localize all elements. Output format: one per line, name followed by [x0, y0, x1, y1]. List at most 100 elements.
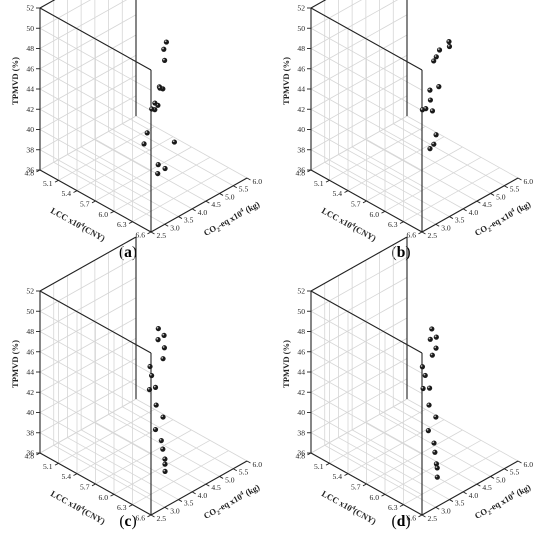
grid-line — [94, 138, 207, 202]
grid-line — [39, 14, 137, 70]
y-tick — [246, 460, 251, 464]
data-point — [155, 162, 161, 168]
y-tick — [233, 468, 238, 472]
grid-line — [403, 167, 500, 223]
y-tick — [246, 177, 251, 181]
grid-line — [347, 136, 445, 192]
y-tick — [462, 208, 467, 212]
x-tick-label: 4.8 — [296, 452, 306, 461]
data-point-highlight — [161, 356, 164, 359]
y-axis-title-mid: -eq x10 — [216, 492, 244, 514]
grid-line — [39, 371, 152, 435]
y-tick — [517, 460, 522, 464]
data-point-highlight — [156, 326, 159, 329]
data-point — [160, 446, 166, 452]
y-axis-title-main: CO — [202, 506, 218, 521]
data-point — [431, 141, 437, 147]
box-edge — [310, 7, 423, 71]
y-tick — [476, 483, 481, 487]
data-point — [427, 97, 434, 103]
x-tick — [73, 190, 78, 193]
data-point-highlight — [428, 88, 431, 91]
data-point-marker — [162, 456, 168, 462]
data-point-marker — [144, 130, 150, 136]
y-tick — [490, 476, 495, 479]
data-point — [426, 402, 432, 408]
grid-line — [39, 54, 137, 110]
data-point-marker — [162, 461, 168, 467]
data-point-highlight — [172, 140, 175, 143]
panel-label: (a) — [119, 244, 137, 261]
data-point-highlight — [164, 40, 167, 43]
data-point-highlight — [428, 146, 431, 149]
data-point-marker — [155, 170, 161, 177]
z-tick-label: 48 — [297, 44, 305, 53]
y-tick-label: 2.5 — [428, 514, 438, 523]
data-point — [433, 414, 439, 420]
grid-line — [39, 391, 152, 455]
box-edge — [39, 236, 137, 292]
data-point-marker — [147, 363, 153, 370]
data-point-highlight — [148, 364, 151, 367]
z-tick-label: 36 — [297, 449, 305, 458]
data-point — [420, 385, 426, 392]
data-point-highlight — [434, 55, 437, 57]
x-tick-label: 4.8 — [296, 169, 306, 178]
grid-line — [310, 88, 423, 152]
panel-label: (d) — [392, 513, 411, 530]
data-point-marker — [160, 356, 166, 362]
y-axis-title-unit: (kg) — [242, 482, 262, 499]
grid-line — [393, 123, 505, 187]
y-axis-title-sub: 2 — [216, 510, 222, 517]
data-point — [160, 356, 166, 362]
data-point-marker — [446, 43, 453, 50]
y-tick-label: 4.0 — [198, 491, 208, 500]
data-point — [161, 345, 168, 351]
grid-line — [95, 429, 192, 485]
data-point-highlight — [428, 337, 431, 340]
data-point — [158, 437, 164, 444]
data-point-highlight — [156, 337, 159, 340]
data-point-highlight — [142, 142, 145, 144]
y-tick-label: 6.0 — [524, 177, 534, 186]
z-tick-label: 52 — [26, 4, 34, 13]
data-point — [434, 474, 440, 480]
grid-line — [39, 129, 152, 192]
data-point-highlight — [435, 475, 438, 478]
data-point — [425, 428, 431, 434]
x-tick — [147, 514, 152, 518]
grid-line — [39, 277, 137, 332]
grid-line — [351, 429, 464, 493]
grid-line — [39, 48, 152, 111]
y-tick — [233, 185, 238, 189]
x-tick — [54, 179, 59, 183]
x-tick — [91, 200, 96, 204]
x-tick — [128, 504, 133, 507]
y-axis-title-exp: 4 — [239, 208, 245, 215]
data-point-highlight — [427, 386, 430, 389]
grid-line — [39, 34, 137, 90]
z-tick-label: 40 — [26, 125, 34, 134]
grid-line — [135, 398, 248, 462]
x-tick-label: 5.4 — [62, 472, 72, 481]
grid-line — [338, 437, 450, 500]
x-axis-title-main: LCC x10 — [320, 488, 354, 513]
x-axis-title-unit: (CNY) — [81, 223, 107, 244]
y-tick — [435, 223, 440, 227]
x-tick — [325, 462, 330, 466]
z-tick-label: 50 — [26, 24, 34, 33]
y-tick — [205, 483, 210, 487]
data-point — [149, 106, 155, 112]
grid-line — [324, 161, 436, 225]
z-tick-label: 48 — [26, 44, 34, 53]
x-tick-label: 5.4 — [333, 189, 343, 198]
y-axis-title-exp: 4 — [239, 491, 245, 498]
x-tick-label: 6.3 — [117, 503, 127, 512]
x-axis-title-main: LCC x10 — [49, 488, 83, 513]
data-point-highlight — [434, 346, 437, 349]
y-axis-title-unit: (kg) — [513, 482, 533, 499]
grid-line — [351, 146, 464, 210]
data-point — [155, 170, 161, 177]
